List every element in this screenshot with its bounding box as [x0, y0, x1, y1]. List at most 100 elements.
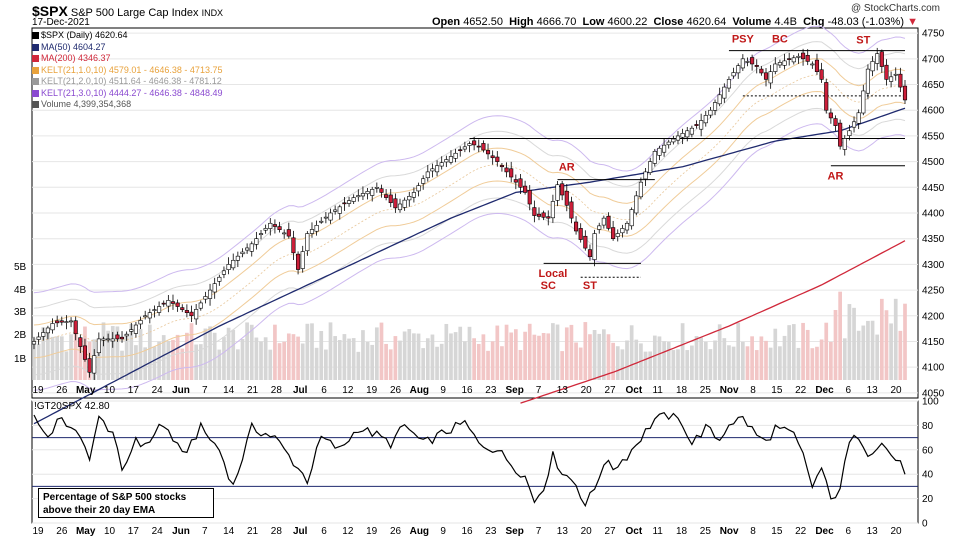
- line-swatch-icon: [32, 89, 39, 97]
- volume-bar: [138, 329, 143, 380]
- indicator-x-tick-label: 28: [271, 526, 283, 537]
- volume-bar: [374, 327, 379, 380]
- candle-body: [624, 222, 630, 231]
- volume-tick-label: 2B: [14, 330, 27, 341]
- volume-bar: [736, 322, 741, 380]
- candle-body: [851, 121, 857, 128]
- legend-item: MA(200) 4346.37: [32, 53, 222, 65]
- candle-body: [31, 341, 37, 345]
- candle-body: [221, 270, 227, 275]
- volume-bar: [226, 327, 231, 380]
- indicator-x-tick-label: Jun: [172, 526, 190, 537]
- candle-body: [541, 212, 546, 218]
- volume-bar: [129, 323, 134, 380]
- candle-body: [268, 222, 273, 229]
- volume-bar: [393, 336, 398, 380]
- candle-body: [870, 61, 875, 72]
- volume-bar: [713, 340, 717, 380]
- candle-body: [50, 323, 55, 331]
- candle-body: [157, 306, 162, 313]
- candle-body: [856, 112, 861, 124]
- candle-body: [305, 233, 310, 252]
- volume-bar: [361, 330, 365, 380]
- candle-body: [124, 333, 129, 337]
- volume-bar: [124, 333, 129, 380]
- candle-body: [41, 332, 46, 337]
- candle-body: [731, 72, 736, 77]
- candle-body: [138, 320, 143, 325]
- candle-body: [476, 145, 481, 148]
- volume-bar: [648, 351, 653, 380]
- volume-bar: [46, 329, 50, 380]
- candle-body: [773, 63, 778, 72]
- volume-bar: [754, 350, 759, 380]
- volume-bar: [134, 345, 138, 380]
- candle-body: [509, 168, 514, 178]
- volume-bar: [36, 343, 41, 380]
- candle-body: [467, 143, 472, 146]
- annotation-label: Local: [539, 268, 568, 280]
- volume-tick-label: 3B: [14, 307, 27, 318]
- candle-body: [685, 130, 690, 138]
- open-value: 4652.50: [463, 16, 503, 28]
- candle-body: [875, 53, 880, 64]
- candle-body: [360, 193, 366, 197]
- candle-body: [430, 168, 435, 172]
- volume-bar: [583, 322, 588, 380]
- volume-bar: [254, 337, 259, 380]
- candle-body: [379, 188, 384, 193]
- volume-bar: [722, 338, 727, 380]
- volume-bar: [64, 351, 69, 380]
- legend-item: $SPX (Daily) 4620.64: [32, 30, 222, 42]
- ma200-line: [520, 240, 906, 404]
- down-arrow-icon: ▼: [907, 16, 918, 28]
- price-x-tick-label: 27: [604, 385, 616, 396]
- candle-body: [388, 194, 393, 204]
- volume-bar: [217, 349, 222, 380]
- candle-body: [564, 190, 569, 206]
- symbol: $SPX: [32, 3, 68, 19]
- volume-bar: [416, 333, 421, 380]
- candle-body: [680, 133, 685, 138]
- legend-item: MA(50) 4604.27: [32, 42, 222, 54]
- candle-body: [36, 336, 41, 340]
- candle-body: [560, 183, 565, 196]
- indicator-tick-label: 80: [922, 421, 934, 432]
- volume-bar: [532, 334, 537, 380]
- indicator-x-tick-label: Jul: [293, 526, 308, 537]
- candle-body: [801, 52, 806, 60]
- volume-bar: [458, 326, 463, 380]
- volume-bar: [175, 334, 180, 380]
- candle-body: [374, 187, 379, 189]
- volume-bar: [740, 341, 745, 380]
- volume-bar: [101, 322, 106, 380]
- candle-body: [587, 249, 593, 257]
- volume-bar: [263, 337, 268, 380]
- volume-bar: [55, 336, 60, 380]
- indicator-x-tick-label: 22: [795, 526, 807, 537]
- volume-bar: [666, 341, 671, 380]
- candle-body: [712, 102, 718, 111]
- indicator-x-tick-label: 23: [485, 526, 497, 537]
- volume-bar: [898, 330, 903, 380]
- candle-body: [203, 296, 208, 300]
- candle-body: [425, 171, 430, 179]
- indicator-note-line1: Percentage of S&P 500 stocks: [43, 492, 187, 503]
- volume-bar: [356, 351, 361, 380]
- volume-bar: [555, 324, 560, 380]
- legend-item: KELT(21,1.0,10) 4579.01 - 4646.38 - 4713…: [32, 65, 222, 77]
- volume-bar: [518, 349, 523, 380]
- candle-body: [356, 195, 361, 198]
- candle-body: [258, 233, 264, 236]
- volume-tick-label: 1B: [14, 354, 27, 365]
- volume-bar: [231, 329, 236, 380]
- moving-averages: [33, 107, 906, 425]
- candle-body: [106, 338, 111, 341]
- volume-bar: [490, 341, 495, 380]
- candle-body: [291, 237, 296, 254]
- price-tick-label: 4750: [922, 29, 945, 40]
- volume-bar: [41, 327, 46, 380]
- candle-body: [198, 302, 203, 309]
- candle-body: [828, 112, 833, 119]
